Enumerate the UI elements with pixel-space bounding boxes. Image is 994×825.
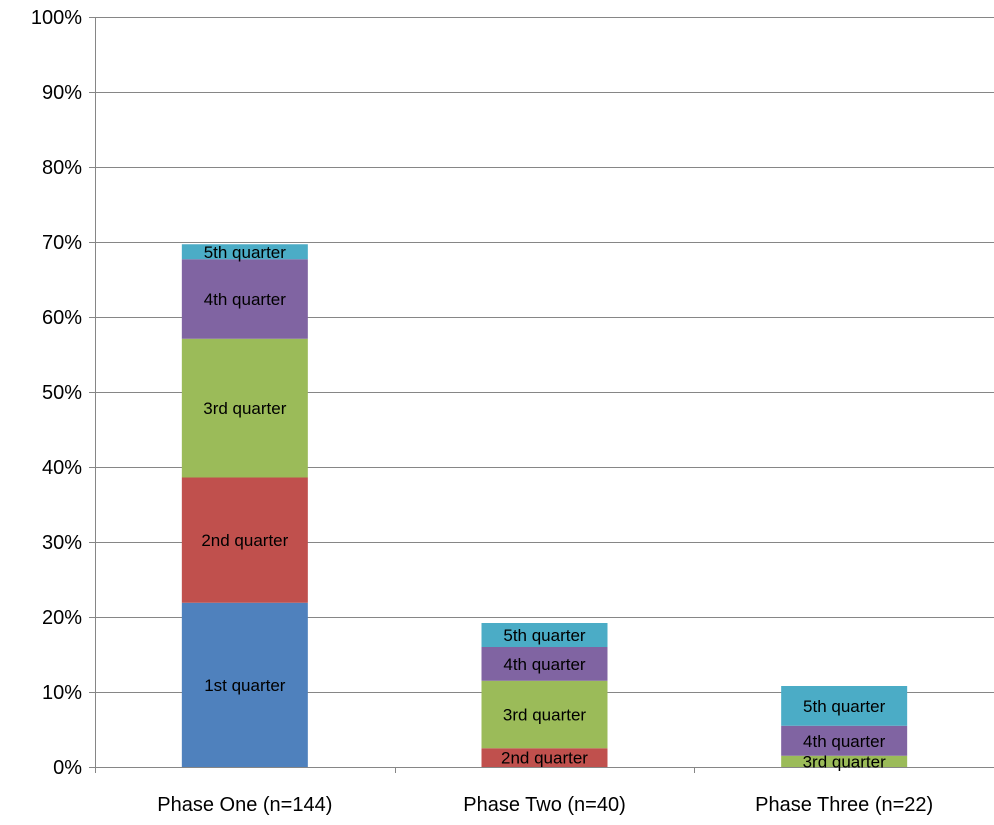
y-tick-label: 10% — [42, 682, 82, 704]
y-tick-label: 70% — [42, 232, 82, 254]
x-category-label: Phase Two (n=40) — [463, 794, 626, 816]
segment-label: 1st quarter — [204, 676, 286, 695]
bar-segment — [481, 680, 608, 749]
y-tick-label: 50% — [42, 382, 82, 404]
bar-segment — [781, 755, 908, 767]
bar-segment — [181, 477, 308, 603]
y-tick-label: 20% — [42, 607, 82, 629]
segment-label: 3rd quarter — [803, 752, 886, 771]
bar-segment — [481, 623, 608, 647]
segment-label: 2nd quarter — [501, 749, 588, 768]
axes — [89, 17, 994, 773]
segment-label: 4th quarter — [204, 290, 287, 309]
y-tick-label: 90% — [42, 82, 82, 104]
x-category-label: Phase One (n=144) — [157, 794, 332, 816]
bars — [181, 244, 908, 767]
bar-segment — [181, 602, 308, 767]
y-tick-label: 80% — [42, 157, 82, 179]
y-tick-label: 40% — [42, 457, 82, 479]
labels: 0% 10% 20% 30% 40% 50% 60% 70% 80% 90% 100% 1st qua… — [31, 7, 933, 816]
bar-segment — [481, 748, 608, 767]
bar-segment — [481, 647, 608, 681]
y-tick-label: 30% — [42, 532, 82, 554]
y-tick-label: 100% — [31, 7, 82, 29]
bar-segment — [781, 725, 908, 756]
y-tick-label: 0% — [53, 757, 82, 779]
segment-label: 2nd quarter — [201, 531, 288, 550]
segment-label: 3rd quarter — [203, 399, 286, 418]
bar-segment — [181, 259, 308, 339]
segment-label: 5th quarter — [803, 697, 886, 716]
x-category-label: Phase Three (n=22) — [755, 794, 933, 816]
segment-label: 4th quarter — [503, 655, 586, 674]
bar-segment — [181, 244, 308, 260]
segment-label: 4th quarter — [803, 732, 886, 751]
bar-segment — [781, 686, 908, 726]
bar-segment — [181, 338, 308, 478]
y-tick-label: 60% — [42, 307, 82, 329]
segment-label: 5th quarter — [204, 243, 287, 262]
segment-label: 3rd quarter — [503, 706, 586, 725]
segment-label: 5th quarter — [503, 626, 586, 645]
